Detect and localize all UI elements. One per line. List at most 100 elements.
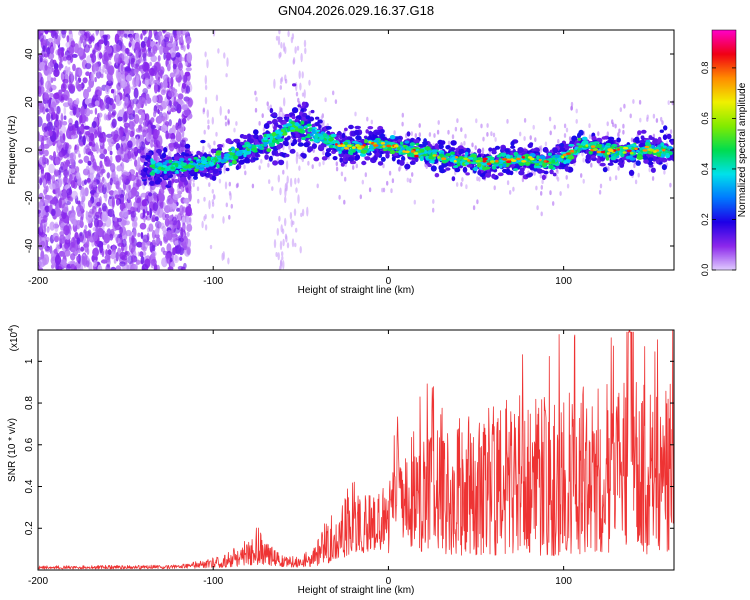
faint-cell bbox=[228, 191, 232, 196]
colorbar-step bbox=[712, 250, 736, 252]
colorbar-step bbox=[712, 259, 736, 261]
faint-cell bbox=[211, 189, 214, 194]
faint-cell bbox=[343, 199, 346, 205]
ridge-cell bbox=[148, 177, 153, 181]
faint-cell bbox=[660, 116, 663, 122]
ridge-cell bbox=[143, 161, 148, 165]
noise-cell bbox=[134, 263, 138, 270]
ridge-cell bbox=[517, 147, 524, 153]
faint-cell bbox=[447, 129, 450, 135]
ridge-core bbox=[491, 165, 497, 170]
streak-cell bbox=[306, 206, 309, 217]
faint-cell bbox=[335, 161, 338, 167]
ridge-peak bbox=[356, 145, 362, 148]
ridge-cell bbox=[284, 153, 290, 158]
noise-cell bbox=[144, 70, 150, 80]
noise-cell bbox=[159, 66, 165, 75]
faint-cell bbox=[288, 145, 292, 151]
noise-cell bbox=[122, 208, 129, 218]
streak-cell bbox=[273, 239, 277, 249]
ridge-core bbox=[179, 162, 187, 167]
faint-cell bbox=[197, 198, 200, 204]
faint-cell bbox=[540, 185, 543, 190]
noise-cell bbox=[79, 114, 83, 124]
noise-cell bbox=[119, 30, 124, 35]
noise-cell bbox=[106, 172, 111, 179]
noise-cell bbox=[84, 224, 88, 231]
ridge-cell bbox=[341, 132, 346, 139]
ridge-peak bbox=[380, 142, 386, 145]
faint-cell bbox=[532, 124, 535, 130]
ridge-core bbox=[665, 154, 670, 159]
noise-cell bbox=[120, 64, 124, 72]
ridge-core bbox=[263, 144, 268, 147]
faint-cell bbox=[428, 132, 432, 137]
noise-cell bbox=[58, 61, 62, 71]
noise-cell bbox=[46, 67, 53, 75]
noise-cell bbox=[100, 259, 108, 264]
ridge-core bbox=[287, 127, 291, 132]
ridge-cell bbox=[305, 115, 311, 120]
noise-cell bbox=[44, 205, 50, 213]
ridge-cell bbox=[494, 145, 501, 150]
ridge-core bbox=[595, 143, 603, 148]
noise-cell bbox=[154, 46, 158, 52]
faint-cell bbox=[509, 190, 512, 195]
noise-cell bbox=[103, 113, 108, 121]
noise-cell bbox=[106, 137, 114, 143]
ridge-core bbox=[165, 167, 171, 172]
noise-cell bbox=[137, 58, 141, 64]
faint-cell bbox=[570, 101, 574, 107]
noise-cell bbox=[46, 121, 53, 132]
ridge-core bbox=[473, 157, 477, 161]
noise-cell bbox=[128, 42, 132, 48]
noise-cell bbox=[91, 53, 97, 63]
faint-cell bbox=[418, 123, 421, 128]
ridge-peak bbox=[650, 149, 655, 152]
ridge-core bbox=[576, 148, 581, 153]
ridge-peak bbox=[600, 150, 606, 154]
noise-cell bbox=[72, 106, 77, 116]
ridge-cell bbox=[271, 149, 277, 156]
ridge-cell bbox=[299, 134, 305, 138]
noise-cell bbox=[150, 139, 154, 148]
ridge-peak bbox=[490, 160, 495, 163]
noise-cell bbox=[140, 255, 145, 265]
ridge-cell bbox=[148, 151, 153, 157]
ridge-cell bbox=[145, 155, 152, 160]
noise-cell bbox=[79, 188, 86, 199]
faint-cell bbox=[344, 176, 347, 182]
faint-cell bbox=[254, 107, 258, 113]
ridge-peak bbox=[622, 146, 629, 150]
faint-cell bbox=[451, 134, 455, 140]
streak-cell bbox=[221, 252, 224, 261]
ridge-cell bbox=[315, 116, 320, 120]
noise-cell bbox=[110, 88, 115, 94]
streak-cell bbox=[273, 78, 276, 89]
noise-cell bbox=[110, 266, 117, 270]
faint-cell bbox=[481, 147, 485, 153]
noise-cell bbox=[162, 80, 168, 89]
streak-cell bbox=[294, 46, 297, 54]
ridge-cell bbox=[284, 142, 289, 147]
ridge-core bbox=[456, 158, 461, 163]
colorbar-step bbox=[712, 247, 736, 249]
streak-cell bbox=[222, 216, 225, 224]
noise-cell bbox=[179, 256, 183, 261]
ridge-core bbox=[473, 166, 478, 171]
ridge-core bbox=[309, 138, 314, 142]
noise-cell bbox=[94, 100, 100, 107]
noise-cell bbox=[185, 32, 189, 37]
noise-cell bbox=[160, 106, 163, 112]
noise-cell bbox=[121, 74, 126, 85]
noise-cell bbox=[101, 211, 108, 223]
noise-cell bbox=[66, 35, 70, 43]
noise-cell bbox=[70, 134, 77, 140]
faint-cell bbox=[655, 118, 659, 123]
noise-cell bbox=[132, 147, 139, 152]
noise-cell bbox=[132, 98, 139, 105]
noise-cell bbox=[123, 122, 130, 128]
colorbar-step bbox=[712, 261, 736, 263]
streak-cell bbox=[308, 79, 311, 86]
